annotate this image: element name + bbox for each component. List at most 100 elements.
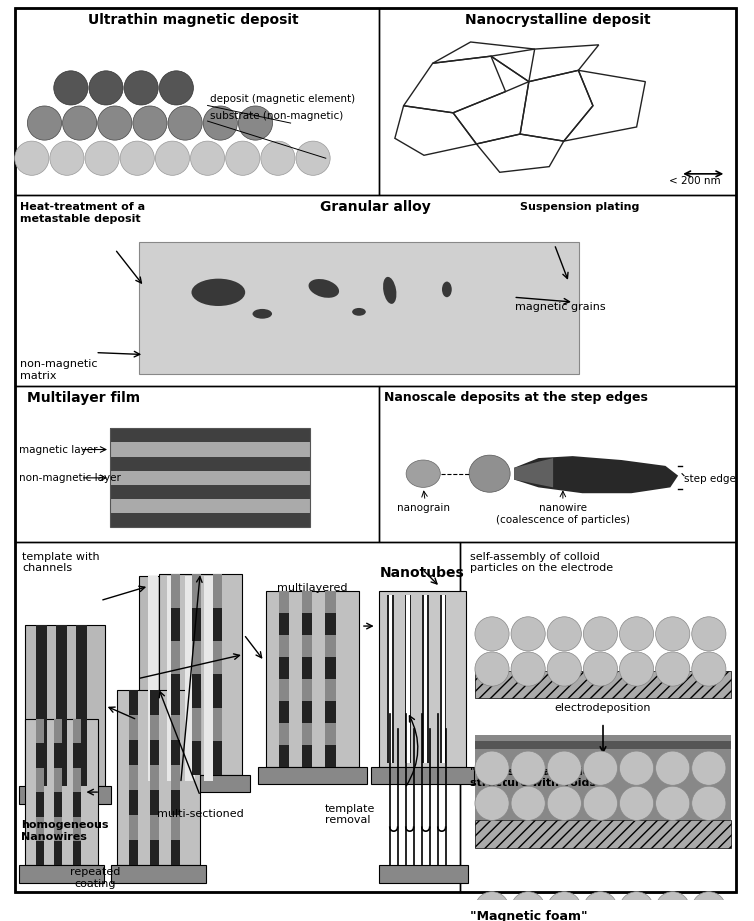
Circle shape <box>511 652 545 686</box>
Circle shape <box>133 106 167 140</box>
Text: < 200 nm: < 200 nm <box>669 176 721 186</box>
Circle shape <box>691 652 726 686</box>
Bar <box>279 612 290 635</box>
Bar <box>213 674 222 707</box>
Bar <box>302 612 312 635</box>
Circle shape <box>547 652 581 686</box>
Bar <box>389 595 392 763</box>
Ellipse shape <box>308 279 339 297</box>
Text: non-magnetic
matrix: non-magnetic matrix <box>20 359 97 381</box>
Bar <box>110 442 310 457</box>
Circle shape <box>584 892 618 921</box>
Bar <box>54 817 63 841</box>
Circle shape <box>261 141 295 175</box>
Bar <box>54 792 63 817</box>
Bar <box>213 641 222 674</box>
Text: magnetic layer: magnetic layer <box>19 445 97 455</box>
Bar <box>279 591 290 612</box>
Bar <box>213 575 222 608</box>
Bar <box>213 707 222 741</box>
Bar <box>149 577 158 781</box>
Circle shape <box>120 141 155 175</box>
Bar <box>19 787 111 804</box>
Bar <box>15 386 379 542</box>
Bar <box>110 457 310 471</box>
Circle shape <box>98 106 132 140</box>
Text: non-magnetic layer: non-magnetic layer <box>19 472 121 483</box>
Bar <box>325 701 336 723</box>
Bar <box>117 690 200 866</box>
Bar <box>36 625 47 787</box>
Bar <box>405 595 411 763</box>
Circle shape <box>547 892 581 921</box>
Text: substrate (non-magnetic): substrate (non-magnetic) <box>210 111 343 121</box>
Circle shape <box>511 892 545 921</box>
Circle shape <box>54 71 88 105</box>
Bar <box>213 608 222 641</box>
Bar <box>279 701 290 723</box>
Circle shape <box>511 787 545 821</box>
Bar <box>54 743 63 768</box>
Text: Nanotubes: Nanotubes <box>380 566 464 580</box>
Circle shape <box>63 106 97 140</box>
Circle shape <box>50 141 84 175</box>
Circle shape <box>511 751 545 786</box>
Text: multilayered: multilayered <box>277 583 348 593</box>
Bar <box>213 741 222 775</box>
Text: template with
channels: template with channels <box>22 552 100 574</box>
Text: Nanocrystalline deposit: Nanocrystalline deposit <box>464 13 651 27</box>
Bar <box>110 428 310 442</box>
Bar <box>185 577 195 781</box>
Ellipse shape <box>192 279 245 306</box>
Bar <box>36 719 44 743</box>
Circle shape <box>584 787 618 821</box>
Bar <box>36 768 44 792</box>
Ellipse shape <box>469 455 510 492</box>
Ellipse shape <box>352 308 366 316</box>
Circle shape <box>547 617 581 651</box>
Bar <box>25 625 105 787</box>
Bar <box>192 741 201 775</box>
Bar <box>170 764 180 790</box>
Bar <box>150 740 159 764</box>
Bar <box>36 743 44 768</box>
Bar <box>170 790 180 815</box>
Bar <box>302 701 312 723</box>
Bar <box>192 608 201 641</box>
Bar <box>76 625 87 787</box>
Bar <box>325 657 336 679</box>
Ellipse shape <box>383 277 397 304</box>
Circle shape <box>547 787 581 821</box>
Bar <box>54 719 63 743</box>
Circle shape <box>225 141 260 175</box>
Bar <box>475 821 731 847</box>
Bar <box>325 745 336 766</box>
Circle shape <box>620 892 654 921</box>
Bar <box>129 764 139 790</box>
Circle shape <box>191 141 225 175</box>
Circle shape <box>85 141 119 175</box>
Text: step edge: step edge <box>684 473 736 484</box>
Circle shape <box>475 787 509 821</box>
Circle shape <box>155 141 189 175</box>
Bar <box>325 635 336 657</box>
Bar <box>192 674 201 707</box>
Circle shape <box>159 71 194 105</box>
Bar <box>171 741 180 775</box>
Circle shape <box>475 751 509 786</box>
Circle shape <box>620 787 654 821</box>
Polygon shape <box>514 458 553 487</box>
Bar <box>475 735 731 821</box>
Circle shape <box>620 652 654 686</box>
Bar <box>72 719 81 743</box>
Bar <box>15 195 736 386</box>
Circle shape <box>14 141 49 175</box>
Bar <box>167 577 176 781</box>
Circle shape <box>656 892 690 921</box>
Bar <box>159 575 242 775</box>
Bar <box>475 671 731 698</box>
Bar <box>279 723 290 745</box>
Bar <box>110 471 310 485</box>
Bar <box>150 815 159 840</box>
Bar <box>72 841 81 866</box>
